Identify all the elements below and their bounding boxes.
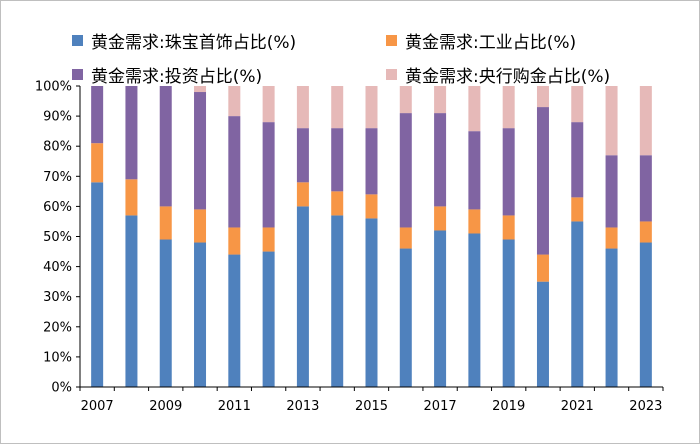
bar-segment-2019-series-0 xyxy=(502,239,515,387)
bar-segment-2021-series-2 xyxy=(571,122,584,198)
bar-segment-2020-series-0 xyxy=(536,281,549,387)
x-tick-label: 2009 xyxy=(149,399,182,414)
bar-segment-2009-series-1 xyxy=(159,206,172,240)
bar-segment-2018-series-0 xyxy=(468,233,481,387)
bar-segment-2021-series-0 xyxy=(571,221,584,387)
bar-segment-2013-series-0 xyxy=(296,206,309,387)
bar-segment-2020-series-2 xyxy=(536,107,549,255)
bar-segment-2019-series-2 xyxy=(502,128,515,216)
bar-segment-2011-series-0 xyxy=(228,254,241,387)
bar-segment-2009-series-2 xyxy=(159,86,172,207)
legend-item-industry: 黄金需求:工业占比(%) xyxy=(386,28,576,53)
y-tick-label: 20% xyxy=(43,320,72,335)
bar-segment-2010-series-2 xyxy=(194,92,207,210)
y-tick-label: 30% xyxy=(43,290,72,305)
bar-segment-2016-series-2 xyxy=(399,113,412,228)
bar-segment-2014-series-1 xyxy=(331,191,344,216)
bar-segment-2014-series-2 xyxy=(331,128,344,192)
legend-label-jewelry: 黄金需求:珠宝首饰占比(%) xyxy=(91,33,297,53)
bar-segment-2013-series-2 xyxy=(296,128,309,183)
bar-segment-2015-series-2 xyxy=(365,128,378,195)
bar-segment-2021-series-1 xyxy=(571,197,584,222)
bar-segment-2012-series-3 xyxy=(262,86,275,123)
bar-segment-2015-series-0 xyxy=(365,218,378,387)
y-tick-label: 70% xyxy=(43,170,72,185)
bar-segment-2022-series-3 xyxy=(605,86,618,156)
bar-segment-2021-series-3 xyxy=(571,86,584,123)
y-tick-label: 0% xyxy=(51,381,72,396)
x-tick-label: 2019 xyxy=(492,399,525,414)
x-tick-label: 2013 xyxy=(286,399,319,414)
bar-segment-2022-series-0 xyxy=(605,248,618,387)
x-tick-label: 2023 xyxy=(629,399,662,414)
bar-segment-2017-series-0 xyxy=(434,230,447,387)
bar-segment-2007-series-2 xyxy=(91,86,104,144)
y-tick-label: 50% xyxy=(43,230,72,245)
legend-label-investment: 黄金需求:投资占比(%) xyxy=(91,67,263,87)
bar-segment-2012-series-0 xyxy=(262,251,275,387)
bar-segment-2012-series-1 xyxy=(262,227,275,252)
y-tick-label: 90% xyxy=(43,110,72,125)
x-tick-label: 2017 xyxy=(424,399,457,414)
bar-segment-2014-series-0 xyxy=(331,215,344,387)
bar-segment-2010-series-1 xyxy=(194,209,207,243)
bar-segment-2007-series-1 xyxy=(91,143,104,183)
legend-swatch-central-bank xyxy=(386,69,397,80)
bar-segment-2018-series-3 xyxy=(468,86,481,132)
legend-item-investment: 黄金需求:投资占比(%) xyxy=(72,62,262,87)
x-tick-label: 2007 xyxy=(81,399,114,414)
bar-segment-2017-series-3 xyxy=(434,86,447,114)
x-tick-label: 2015 xyxy=(355,399,388,414)
bar-segment-2018-series-1 xyxy=(468,209,481,234)
legend-label-industry: 黄金需求:工业占比(%) xyxy=(405,33,577,53)
legend-item-central-bank: 黄金需求:央行购金占比(%) xyxy=(386,62,610,87)
bar-segment-2016-series-1 xyxy=(399,227,412,249)
bar-segment-2016-series-3 xyxy=(399,86,412,114)
bar-segment-2017-series-2 xyxy=(434,113,447,207)
bar-segment-2020-series-1 xyxy=(536,254,549,282)
bar-segment-2019-series-1 xyxy=(502,215,515,240)
bar-segment-2019-series-3 xyxy=(502,86,515,129)
y-tick-label: 40% xyxy=(43,260,72,275)
bar-segment-2023-series-2 xyxy=(639,155,652,222)
bar-segment-2016-series-0 xyxy=(399,248,412,387)
legend-swatch-industry xyxy=(386,35,397,46)
y-tick-label: 10% xyxy=(43,350,72,365)
bar-segment-2018-series-2 xyxy=(468,131,481,210)
bar-segment-2014-series-3 xyxy=(331,86,344,129)
bar-segment-2017-series-1 xyxy=(434,206,447,231)
legend-swatch-investment xyxy=(72,69,83,80)
bar-segment-2015-series-3 xyxy=(365,86,378,129)
legend-label-central-bank: 黄金需求:央行购金占比(%) xyxy=(405,67,611,87)
bar-segment-2023-series-0 xyxy=(639,242,652,387)
bar-segment-2013-series-1 xyxy=(296,182,309,207)
bar-segment-2008-series-2 xyxy=(125,86,138,180)
bar-segment-2023-series-3 xyxy=(639,86,652,156)
legend: 黄金需求:珠宝首饰占比(%) 黄金需求:工业占比(%) 黄金需求:投资占比(%)… xyxy=(0,0,700,87)
bar-segment-2008-series-1 xyxy=(125,179,138,216)
x-tick-label: 2021 xyxy=(561,399,594,414)
bar-segment-2012-series-2 xyxy=(262,122,275,228)
y-tick-label: 100% xyxy=(35,80,72,95)
bar-segment-2007-series-0 xyxy=(91,182,104,387)
bar-segment-2015-series-1 xyxy=(365,194,378,219)
bar-segment-2020-series-3 xyxy=(536,86,549,108)
legend-item-jewelry: 黄金需求:珠宝首饰占比(%) xyxy=(72,28,296,53)
legend-swatch-jewelry xyxy=(72,35,83,46)
bar-segment-2010-series-0 xyxy=(194,242,207,387)
y-tick-label: 60% xyxy=(43,200,72,215)
bar-segment-2011-series-2 xyxy=(228,116,241,228)
bar-segment-2011-series-3 xyxy=(228,86,241,117)
bar-segment-2013-series-3 xyxy=(296,86,309,129)
bar-segment-2022-series-1 xyxy=(605,227,618,249)
y-tick-label: 80% xyxy=(43,140,72,155)
bar-segment-2022-series-2 xyxy=(605,155,618,228)
bar-segment-2008-series-0 xyxy=(125,215,138,387)
bar-segment-2009-series-0 xyxy=(159,239,172,387)
bar-segment-2010-series-3 xyxy=(194,86,207,93)
bar-segment-2011-series-1 xyxy=(228,227,241,255)
x-tick-label: 2011 xyxy=(218,399,251,414)
bar-segment-2023-series-1 xyxy=(639,221,652,243)
